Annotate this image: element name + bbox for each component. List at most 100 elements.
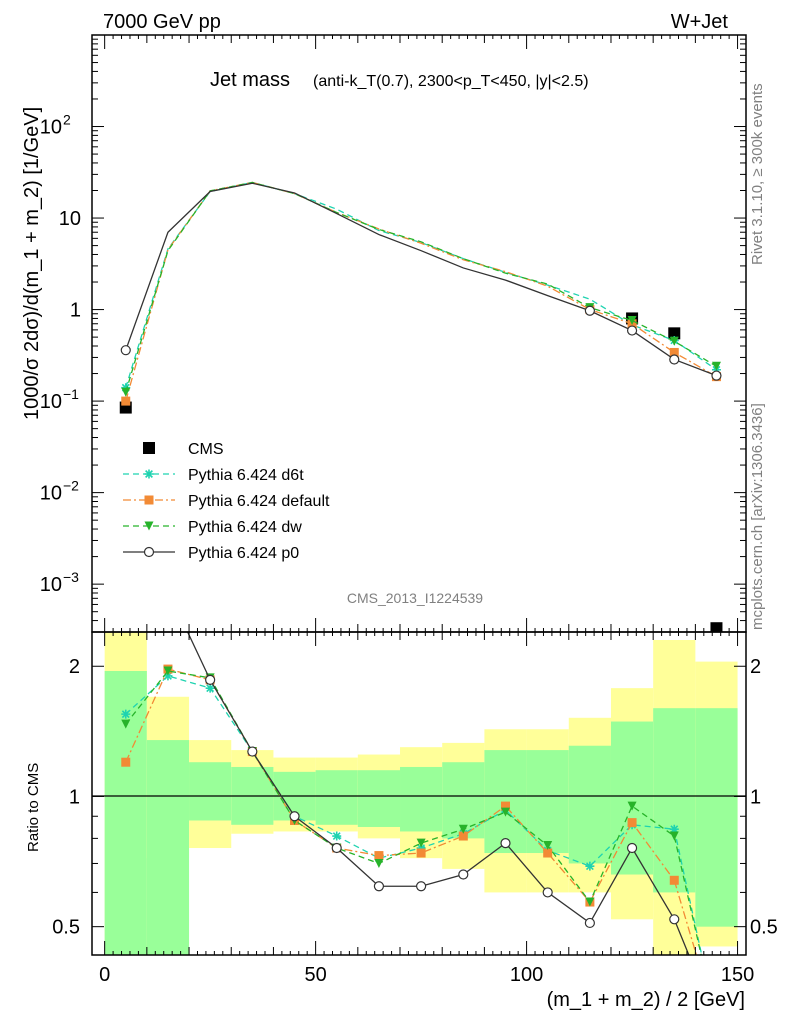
legend-marker [144,469,154,479]
ratio-point-pythia-6-424-dw [669,831,679,841]
main-point-pythia-6-424-dw [669,336,679,346]
main-y-axis-label: 1000/σ 2dσ)/d(m_1 + m_2) [1/GeV] [21,107,43,420]
ratio-point-pythia-6-424-p0 [458,869,469,880]
plot-title-detail: (anti-k_T(0.7), 2300<p_T<450, |y|<2.5) [313,73,589,90]
main-y-tick-label: 10 [40,574,62,596]
ratio-y-tick-label-right: 0.5 [750,917,778,939]
legend-label: CMS [188,441,224,458]
ratio-point-pythia-6-424-p0 [289,811,300,822]
ratio-point-pythia-6-424-dw [163,666,173,676]
main-point-pythia-6-424-p0 [711,370,722,381]
ratio-point-pythia-6-424-default [458,831,468,841]
ratio-point-pythia-6-424-p0 [205,674,216,685]
main-point-pythia-6-424-dw [711,361,721,371]
legend-label: Pythia 6.424 d6t [188,467,304,484]
main-point-pythia-6-424-dw [121,387,131,397]
ratio-point-pythia-6-424-default [543,848,553,858]
rivet-label: Rivet 3.1.10, ≥ 300k events [749,83,766,265]
green-band-bin [653,708,696,893]
ratio-plot-frame [91,631,747,956]
green-band-bin [526,750,569,854]
ratio-point-pythia-6-424-d6t [332,831,342,841]
main-y-tick-label: 10 [40,483,62,505]
ratio-point-pythia-6-424-p0 [712,1018,721,1024]
ratio-point-pythia-6-424-dw [374,858,384,868]
main-y-tick-label: 10 [40,117,62,139]
main-point-cms [668,327,681,340]
analysis-id: CMS_2013_I1224539 [347,590,483,606]
ratio-point-pythia-6-424-dw [458,824,468,834]
main-line-pythia-6-424-d6t [125,181,717,388]
green-band-bin [484,750,527,854]
ratio-line-pythia-6-424-dw [125,670,702,955]
main-point-pythia-6-424-p0 [669,354,680,365]
main-y-tick-label: 1 [70,300,81,322]
ratio-point-pythia-6-424-p0 [331,842,342,854]
ratio-point-pythia-6-424-dw [121,719,131,729]
ratio-point-pythia-6-424-p0 [373,881,385,892]
main-series-pythia-6-424-dw [121,181,721,397]
ratio-point-pythia-6-424-d6t [712,1018,721,1024]
green-band-bin [695,708,738,927]
ratio-point-pythia-6-424-default [669,875,679,885]
ratio-point-pythia-6-424-p0 [121,522,130,531]
ratio-series-pythia-6-424-p0 [121,522,721,1024]
ratio-point-pythia-6-424-default [416,848,426,858]
main-series-pythia-6-424-d6t [121,181,721,393]
ratio-point-pythia-6-424-p0 [669,914,680,925]
main-y-tick-label-exponent: −3 [63,569,79,585]
main-series-pythia-6-424-default [121,181,721,406]
ratio-y-axis-label: Ratio to CMS [25,763,42,852]
x-tick-label: 100 [510,964,543,986]
main-point-pythia-6-424-p0 [584,305,595,316]
plot-title: Jet mass (anti-k_T(0.7), 2300<p_T<450, |… [210,69,589,91]
plot-title-main: Jet mass [210,69,290,91]
ratio-point-pythia-6-424-default [712,1018,721,1024]
energy-label: 7000 GeV pp [103,11,221,33]
ratio-point-pythia-6-424-default [500,801,510,811]
main-line-pythia-6-424-default [125,181,717,402]
legend-marker [143,442,155,454]
ratio-point-pythia-6-424-p0 [247,746,258,757]
legend-marker [144,495,154,505]
legend-entry-pythia-6-424-p0: Pythia 6.424 p0 [123,545,299,562]
mcplots-label: mcplots.cern.ch [arXiv:1306.3436] [749,403,766,630]
legend-label: Pythia 6.424 dw [188,519,302,536]
ratio-point-pythia-6-424-default [627,818,637,828]
x-axis-label: (m_1 + m_2) / 2 [GeV] [547,989,745,1011]
x-tick-label: 50 [305,964,327,986]
legend-marker [143,546,155,558]
legend-entry-pythia-6-424-d6t: Pythia 6.424 d6t [123,467,304,484]
ratio-point-pythia-6-424-d6t [416,843,426,853]
ratio-point-pythia-6-424-default [121,757,131,767]
legend: CMS Pythia 6.424 d6t Pythia 6.424 default P… [123,441,330,562]
ratio-point-pythia-6-424-d6t [669,824,679,834]
green-band-bin [315,770,358,825]
ratio-point-pythia-6-424-d6t [205,683,215,693]
ratio-uncertainty-bands [104,632,738,955]
ratio-point-pythia-6-424-p0 [500,838,511,849]
ratio-point-pythia-6-424-p0 [163,586,172,595]
main-y-tick-label-exponent: −2 [63,478,79,494]
main-point-pythia-6-424-d6t [121,383,131,393]
legend-label: Pythia 6.424 p0 [188,545,299,562]
ratio-y-tick-label-left: 1 [69,786,80,808]
main-series-layer [119,181,723,632]
ratio-y-tick-label-left: 0.5 [52,917,80,939]
x-tick-label: 150 [721,964,754,986]
main-series-pythia-6-424-p0 [120,182,722,381]
ratio-point-pythia-6-424-dw [543,841,553,851]
green-band-bin [189,762,232,821]
ratio-point-pythia-6-424-dw [712,1018,721,1024]
ratio-point-pythia-6-424-p0 [542,887,553,898]
legend-entry-pythia-6-424-default: Pythia 6.424 default [123,493,330,510]
legend-marker [144,521,154,531]
main-point-pythia-6-424-p0 [120,345,131,356]
main-point-pythia-6-424-default [121,396,131,406]
ratio-y-tick-label-right: 1 [750,786,761,808]
main-point-cms [710,622,723,632]
main-y-tick-label: 10 [59,208,81,230]
ratio-y-tick-label-right: 2 [750,656,761,678]
